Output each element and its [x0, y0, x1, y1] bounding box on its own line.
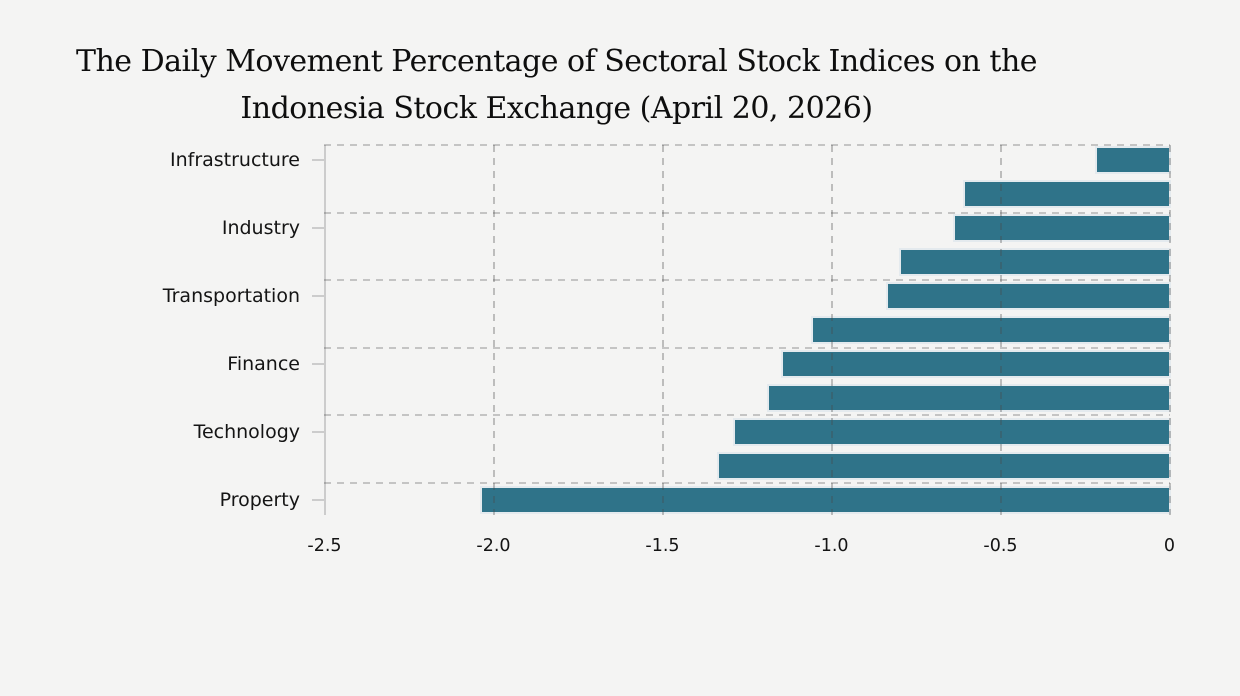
h-gridline	[324, 414, 1170, 416]
h-gridline	[324, 346, 1170, 349]
x-axis-tick-label: -1.0	[814, 536, 849, 556]
chart-title-line1: The Daily Movement Percentage of Sectora…	[75, 44, 1038, 79]
x-axis-tick-label: -1.5	[645, 536, 680, 556]
bar	[780, 350, 1171, 378]
bar	[733, 418, 1171, 446]
y-axis-tick	[311, 499, 324, 501]
x-axis-tick-label: -2.5	[307, 536, 342, 556]
bar	[767, 384, 1171, 412]
y-axis-tick	[311, 363, 324, 365]
y-axis-label: Property	[219, 489, 300, 511]
chart-title: The Daily Movement Percentage of Sectora…	[0, 38, 1113, 132]
y-axis-label: Finance	[227, 353, 300, 375]
v-gridline	[830, 145, 833, 515]
h-gridline	[324, 144, 1170, 146]
h-gridline	[324, 279, 1170, 281]
v-gridline	[661, 145, 664, 515]
bar	[479, 486, 1171, 514]
y-axis-label: Industry	[221, 217, 300, 239]
y-axis-tick	[311, 159, 324, 161]
y-axis-tick	[311, 295, 324, 297]
bar	[899, 248, 1171, 276]
bar	[953, 214, 1171, 242]
y-axis-label: Technology	[193, 421, 300, 443]
h-gridline	[324, 481, 1170, 484]
bar	[885, 282, 1171, 310]
x-axis-tick-label: -0.5	[983, 536, 1018, 556]
x-axis-tick-label: -2.0	[476, 536, 511, 556]
y-axis-tick	[311, 431, 324, 433]
y-axis-label: Transportation	[162, 285, 300, 307]
v-gridline	[1168, 145, 1171, 515]
y-axis-label: Infrastructure	[169, 149, 300, 171]
y-axis-tick	[311, 227, 324, 229]
chart-title-line2: Indonesia Stock Exchange (April 20, 2026…	[240, 91, 873, 126]
v-gridline	[492, 145, 495, 515]
h-gridline	[324, 211, 1170, 214]
bar	[1095, 146, 1171, 174]
bar	[716, 452, 1171, 480]
bar	[811, 316, 1171, 344]
v-gridline	[999, 145, 1002, 515]
bar	[963, 180, 1171, 208]
y-axis-spine	[323, 145, 326, 515]
x-axis-tick-label: 0	[1163, 536, 1176, 556]
